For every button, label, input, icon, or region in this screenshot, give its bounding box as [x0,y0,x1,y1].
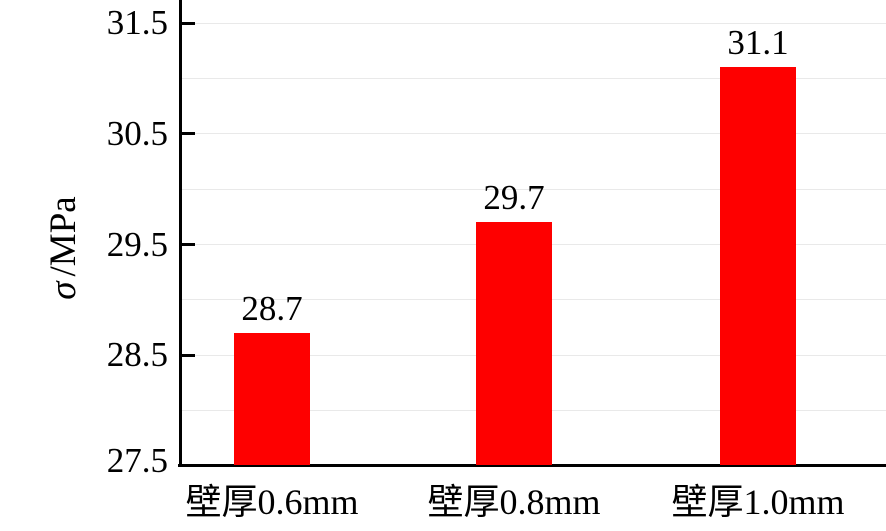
y-axis-title-unit: /MPa [43,196,84,277]
y-tick-mark [182,21,195,25]
y-tick-label: 29.5 [106,224,168,264]
bar-value-label: 31.1 [727,23,789,63]
bar [476,222,552,465]
y-axis-title: σ/MPa [42,138,86,358]
gridline [182,22,886,24]
x-category-label: 壁厚0.8mm [427,482,601,522]
y-axis-title-symbol: σ [43,281,84,300]
bar [720,67,796,465]
bar-value-label: 29.7 [483,178,545,218]
y-tick-label: 31.5 [106,3,168,42]
y-tick-mark [182,243,195,246]
x-category-label: 壁厚0.6mm [185,482,359,522]
y-axis-line [179,0,182,467]
y-tick-label: 27.5 [106,441,168,480]
x-axis-line [178,464,886,467]
x-category-label: 壁厚1.0mm [671,482,845,522]
gridline [182,133,886,135]
gridline [182,77,886,79]
y-tick-mark [182,353,195,357]
y-tick-label: 28.5 [106,335,168,375]
bar-value-label: 28.7 [241,289,303,329]
y-tick-mark [182,132,195,136]
gridline [182,188,886,190]
bar [234,333,310,465]
y-tick-label: 30.5 [106,113,168,153]
